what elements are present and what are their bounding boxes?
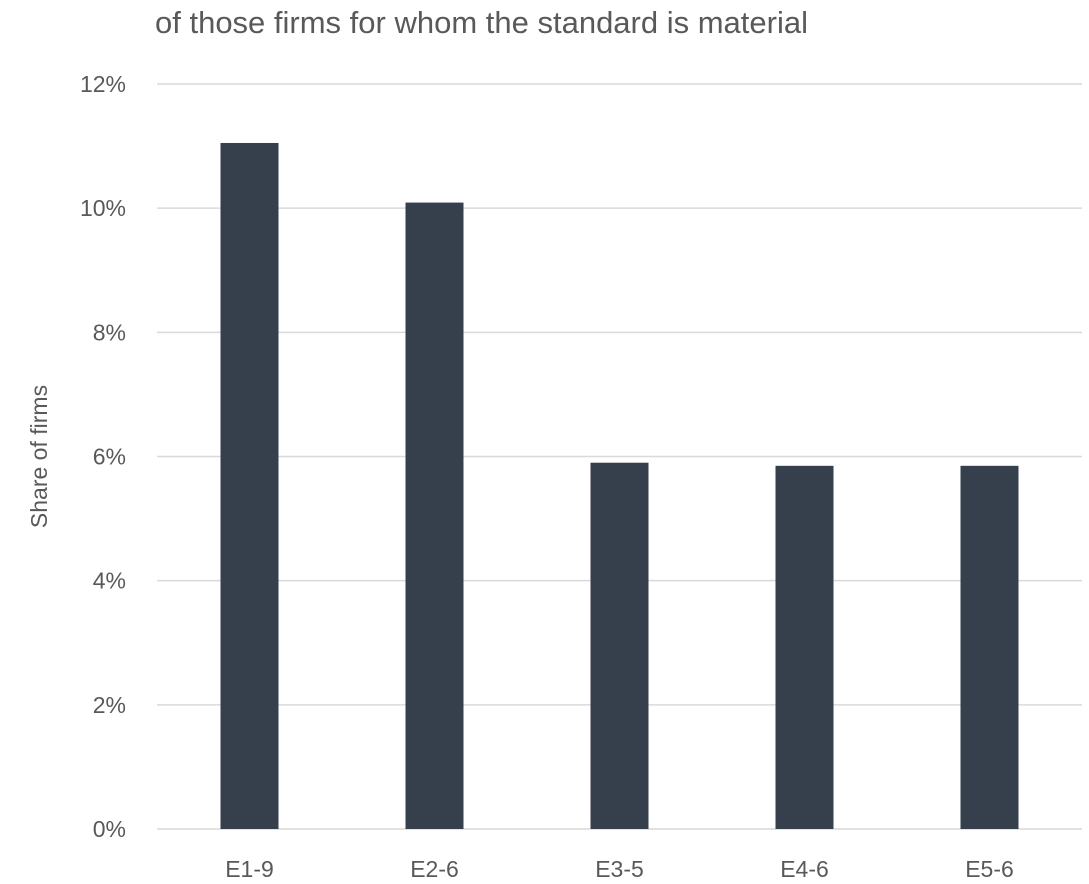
- bar-e3-5: [590, 462, 649, 829]
- y-tick-label: 6%: [93, 444, 126, 470]
- bars: [220, 142, 1019, 829]
- y-tick-label: 0%: [93, 816, 126, 842]
- x-tick-label: E2-6: [410, 856, 459, 882]
- y-tick-label: 4%: [93, 568, 126, 594]
- x-tick-label: E5-6: [965, 856, 1014, 882]
- bar-e1-9: [220, 142, 279, 829]
- y-tick-label: 2%: [93, 692, 126, 718]
- y-axis-title: Share of firms: [26, 385, 52, 528]
- bar-e4-6: [775, 465, 834, 829]
- x-tick-label: E3-5: [595, 856, 644, 882]
- x-tick-label: E1-9: [225, 856, 274, 882]
- bar-e2-6: [405, 202, 464, 829]
- x-tick-label: E4-6: [780, 856, 829, 882]
- y-axis-ticks: 0% 2% 4% 6% 8% 10% 12%: [80, 71, 126, 842]
- x-axis-ticks: E1-9 E2-6 E3-5 E4-6 E5-6: [225, 856, 1014, 882]
- bar-e5-6: [960, 465, 1019, 829]
- y-tick-label: 10%: [80, 195, 126, 221]
- y-tick-label: 8%: [93, 319, 126, 345]
- y-tick-label: 12%: [80, 71, 126, 97]
- chart-title: of those firms for whom the standard is …: [155, 5, 808, 40]
